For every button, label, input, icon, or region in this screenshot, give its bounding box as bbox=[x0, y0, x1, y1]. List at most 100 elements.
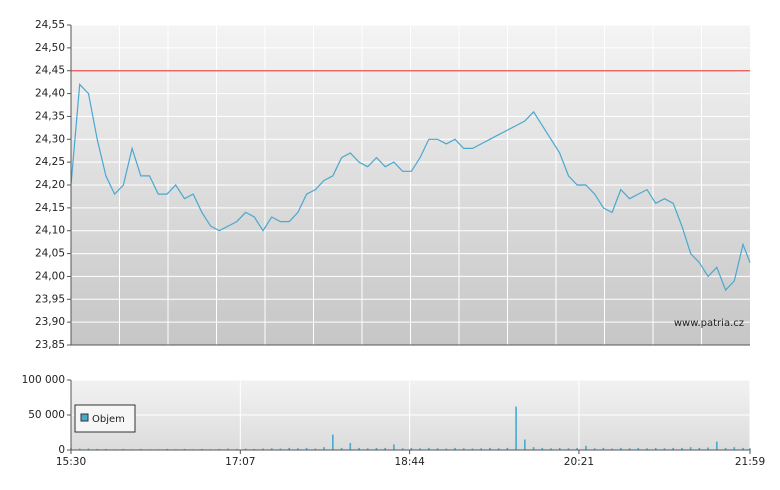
y-tick-label: 24,40 bbox=[35, 88, 65, 100]
volume-bar bbox=[497, 448, 500, 450]
volume-bar bbox=[401, 448, 404, 450]
y-tick-label: 0 bbox=[58, 444, 65, 456]
volume-bar bbox=[122, 448, 125, 450]
volume-bar bbox=[314, 448, 317, 450]
x-tick-label: 17:07 bbox=[225, 456, 255, 468]
volume-bar bbox=[445, 448, 448, 450]
y-tick-label: 24,55 bbox=[35, 19, 65, 31]
volume-bar bbox=[558, 447, 561, 450]
volume-bar bbox=[733, 447, 736, 450]
x-tick-label: 18:44 bbox=[394, 456, 425, 468]
volume-bar bbox=[707, 447, 709, 450]
y-tick-label: 24,35 bbox=[35, 110, 65, 122]
volume-bar bbox=[506, 447, 509, 450]
volume-bar bbox=[646, 448, 648, 450]
legend: Objem bbox=[74, 404, 136, 433]
watermark: www.patria.cz bbox=[674, 318, 744, 329]
volume-bar bbox=[742, 447, 744, 450]
volume-bar bbox=[716, 441, 718, 450]
y-tick-label: 23,90 bbox=[35, 316, 65, 328]
volume-bar bbox=[332, 434, 334, 450]
volume-bar bbox=[140, 448, 142, 450]
volume-bar bbox=[244, 448, 247, 450]
volume-bar bbox=[689, 447, 692, 450]
volume-bar bbox=[585, 445, 587, 450]
x-tick-label: 20:21 bbox=[564, 456, 594, 468]
volume-bar bbox=[358, 447, 360, 450]
volume-bar bbox=[227, 448, 229, 450]
y-tick-label: 24,30 bbox=[35, 133, 65, 145]
y-tick-label: 23,95 bbox=[35, 293, 65, 305]
volume-bar bbox=[724, 447, 727, 450]
volume-bar bbox=[550, 448, 552, 450]
volume-bar bbox=[611, 448, 613, 450]
volume-bar bbox=[218, 448, 221, 450]
volume-bar bbox=[593, 448, 596, 450]
volume-bar bbox=[663, 448, 666, 450]
volume-bar bbox=[270, 448, 273, 450]
volume-bar bbox=[349, 443, 352, 450]
x-tick-label: 21:59 bbox=[735, 456, 765, 468]
volume-bar bbox=[462, 448, 465, 450]
volume-bar bbox=[236, 448, 238, 450]
volume-bar bbox=[672, 447, 674, 450]
y-tick-label: 24,20 bbox=[35, 179, 65, 191]
volume-bar bbox=[96, 448, 98, 450]
volume-bar bbox=[419, 448, 421, 450]
y-tick-label: 24,10 bbox=[35, 225, 65, 237]
volume-bar bbox=[305, 447, 308, 450]
y-tick-label: 24,05 bbox=[35, 248, 65, 260]
y-tick-label: 50 000 bbox=[28, 409, 65, 421]
volume-bar bbox=[681, 447, 683, 450]
volume-bar bbox=[78, 448, 81, 450]
volume-bar bbox=[515, 406, 517, 450]
volume-bar bbox=[87, 448, 90, 450]
volume-bar bbox=[489, 447, 491, 450]
y-tick-label: 24,45 bbox=[35, 65, 65, 77]
y-tick-label: 24,15 bbox=[35, 202, 65, 214]
price-line bbox=[70, 83, 751, 292]
y-tick-label: 100 000 bbox=[22, 374, 65, 386]
volume-bar bbox=[654, 447, 657, 450]
volume-bar bbox=[384, 447, 386, 450]
volume-bar bbox=[532, 447, 535, 450]
volume-bar bbox=[366, 448, 369, 450]
y-tick-label: 24,25 bbox=[35, 156, 65, 168]
legend-swatch bbox=[80, 413, 89, 422]
volume-bar bbox=[637, 447, 640, 450]
volume-bar bbox=[749, 448, 751, 450]
legend-label: Objem bbox=[92, 414, 125, 425]
volume-bar bbox=[436, 448, 439, 450]
volume-bar bbox=[628, 448, 631, 450]
volume-bar bbox=[698, 447, 701, 450]
volume-bar bbox=[297, 448, 299, 450]
volume-bar bbox=[541, 447, 544, 450]
y-tick-label: 24,00 bbox=[35, 270, 65, 282]
volume-bar bbox=[410, 447, 413, 450]
volume-bar bbox=[567, 448, 570, 450]
x-tick-label: 15:30 bbox=[56, 456, 86, 468]
volume-bar bbox=[279, 448, 282, 450]
volume-bar bbox=[524, 439, 526, 450]
volume-bar bbox=[323, 447, 325, 450]
volume-bar bbox=[183, 448, 186, 450]
y-tick-label: 24,50 bbox=[35, 42, 65, 54]
volume-bar bbox=[105, 448, 107, 450]
volume-bar bbox=[375, 447, 378, 450]
volume-bar bbox=[620, 447, 622, 450]
volume-bar bbox=[576, 447, 578, 450]
volume-bar bbox=[454, 447, 456, 450]
volume-bar bbox=[480, 448, 482, 450]
volume-bar bbox=[262, 448, 264, 450]
volume-bar bbox=[602, 447, 605, 450]
volume-bar bbox=[340, 447, 343, 450]
volume-bar bbox=[201, 448, 203, 450]
y-tick-label: 23,85 bbox=[35, 339, 65, 351]
volume-bar bbox=[288, 447, 290, 450]
volume-bar bbox=[166, 448, 168, 450]
volume-bar bbox=[393, 444, 395, 450]
volume-bar bbox=[428, 447, 430, 450]
volume-bar bbox=[471, 448, 474, 450]
volume-bar bbox=[253, 448, 256, 450]
